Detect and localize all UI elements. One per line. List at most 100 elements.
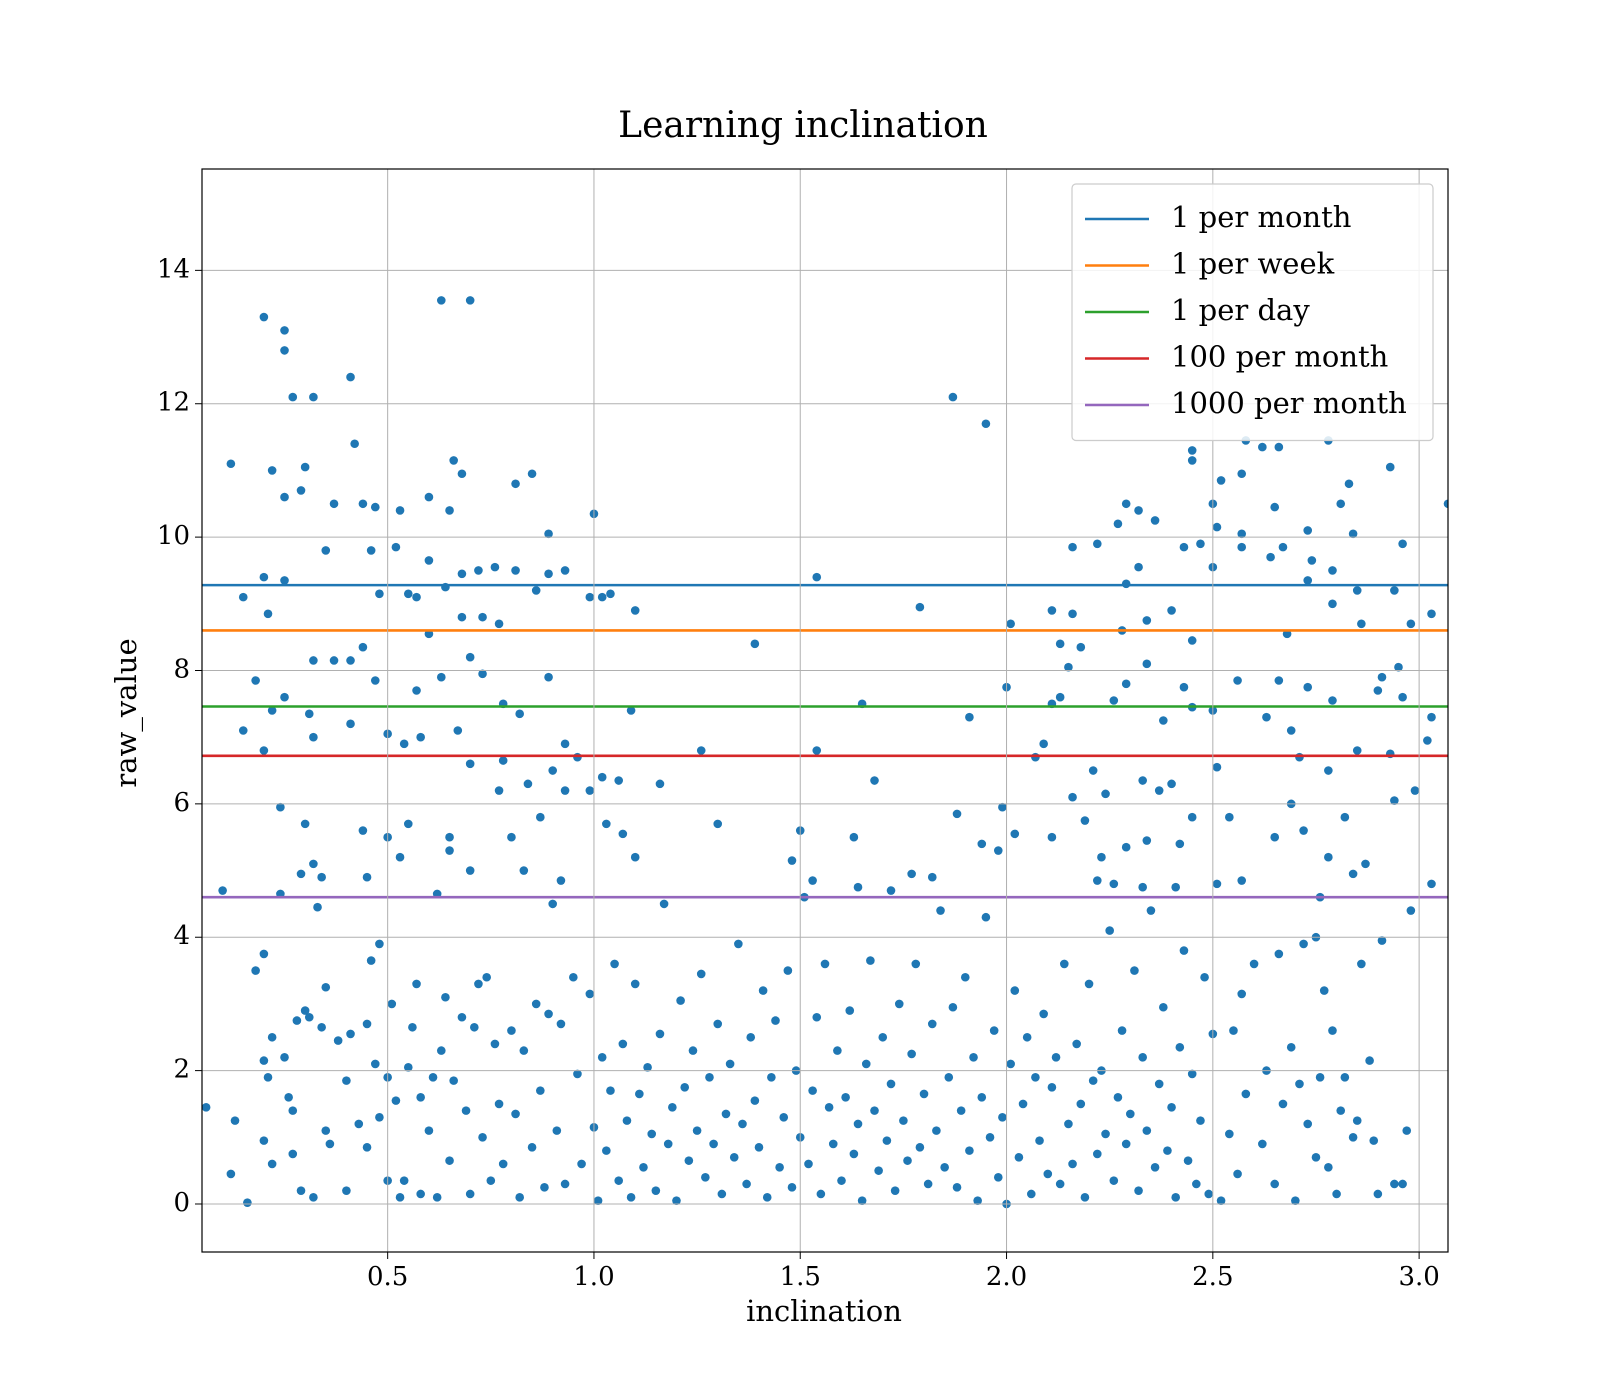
scatter-point [696, 746, 706, 755]
scatter-point [882, 1136, 892, 1145]
scatter-point [1150, 1163, 1160, 1172]
scatter-point [560, 786, 570, 795]
scatter-point [300, 1006, 310, 1015]
scatter-point [342, 1186, 351, 1195]
scatter-point [515, 1193, 524, 1202]
scatter-point [511, 566, 520, 575]
scatter-point [915, 602, 925, 612]
scatter-point [1348, 1132, 1358, 1142]
scatter-point [465, 296, 475, 305]
scatter-point [280, 576, 289, 585]
scatter-point [1047, 606, 1057, 615]
scatter-point [259, 1136, 269, 1145]
scatter-point [498, 1159, 508, 1169]
scatter-point [1427, 609, 1436, 619]
scatter-point [701, 1173, 710, 1182]
scatter-point [1076, 642, 1086, 652]
scatter-point [309, 392, 318, 402]
scatter-point [977, 1092, 987, 1102]
scatter-point [1278, 542, 1288, 552]
scatter-point [436, 672, 446, 682]
scatter-point [1121, 679, 1131, 689]
scatter-point [1336, 499, 1346, 509]
scatter-point [527, 1143, 537, 1152]
plot-area [202, 296, 1448, 1209]
scatter-point [1328, 599, 1337, 609]
scatter-point [1402, 1126, 1412, 1135]
scatter-point [436, 296, 446, 305]
scatter-point [358, 499, 368, 509]
scatter-point [816, 1189, 826, 1199]
scatter-point [1340, 812, 1350, 822]
scatter-point [1022, 1032, 1032, 1042]
y-axis-label: raw_value [109, 638, 144, 787]
scatter-point [412, 686, 421, 695]
scatter-point [259, 312, 269, 322]
scatter-point [998, 1112, 1007, 1122]
scatter-point [956, 1106, 966, 1115]
scatter-point [1295, 1079, 1304, 1089]
scatter-point [1101, 789, 1110, 799]
scatter-point [626, 706, 636, 715]
scatter-point [1377, 672, 1387, 682]
scatter-point [424, 1126, 434, 1135]
scatter-point [1328, 566, 1337, 575]
scatter-point [457, 612, 467, 622]
scatter-point [288, 392, 298, 402]
scatter-point [911, 959, 921, 969]
scatter-point [445, 832, 454, 842]
scatter-point [705, 1072, 714, 1082]
scatter-point [346, 1029, 355, 1039]
legend-label: 100 per month [1171, 340, 1388, 374]
scatter-point [478, 1132, 487, 1142]
scatter-point [610, 959, 619, 969]
scatter-point [750, 639, 760, 649]
scatter-point [424, 492, 434, 502]
scatter-point [849, 832, 859, 842]
scatter-point [1187, 456, 1197, 465]
scatter-point [606, 589, 615, 599]
scatter-point [1121, 842, 1131, 852]
scatter-point [395, 506, 405, 515]
scatter-point [932, 1126, 941, 1135]
scatter-point [1258, 1139, 1267, 1149]
scatter-point [1229, 1026, 1238, 1035]
scatter-point [874, 1166, 883, 1175]
x-tick-label: 3.0 [1398, 1262, 1439, 1292]
scatter-point [445, 506, 454, 515]
scatter-point [750, 1096, 760, 1105]
scatter-point [560, 1179, 570, 1189]
scatter-point [684, 1156, 694, 1165]
scatter-point [536, 1086, 545, 1095]
scatter-point [635, 1089, 644, 1099]
scatter-point [981, 912, 991, 922]
scatter-point [1237, 529, 1247, 539]
scatter-point [1324, 1163, 1333, 1172]
scatter-point [1233, 676, 1242, 685]
scatter-point [614, 776, 624, 785]
scatter-point [333, 1036, 343, 1045]
y-tick-label: 12 [157, 388, 190, 418]
scatter-point [391, 1096, 401, 1105]
scatter-point [441, 992, 450, 1002]
scatter-point [1175, 839, 1185, 849]
scatter-point [1286, 726, 1296, 735]
scatter-point [309, 732, 318, 742]
scatter-point [366, 546, 376, 555]
scatter-point [1258, 442, 1267, 452]
scatter-point [1055, 1179, 1065, 1189]
scatter-point [1196, 539, 1205, 549]
scatter-point [1072, 1039, 1081, 1049]
scatter-point [1303, 526, 1313, 535]
scatter-point [1212, 762, 1222, 772]
scatter-point [412, 979, 421, 989]
scatter-point [1059, 959, 1069, 969]
scatter-point [296, 486, 306, 495]
scatter-point [606, 1086, 615, 1095]
scatter-point [857, 1196, 867, 1205]
scatter-point [1348, 529, 1358, 539]
scatter-point [296, 1186, 306, 1195]
x-tick-label: 2.0 [986, 1262, 1027, 1292]
scatter-point [1398, 1179, 1407, 1189]
scatter-point [1088, 766, 1098, 775]
